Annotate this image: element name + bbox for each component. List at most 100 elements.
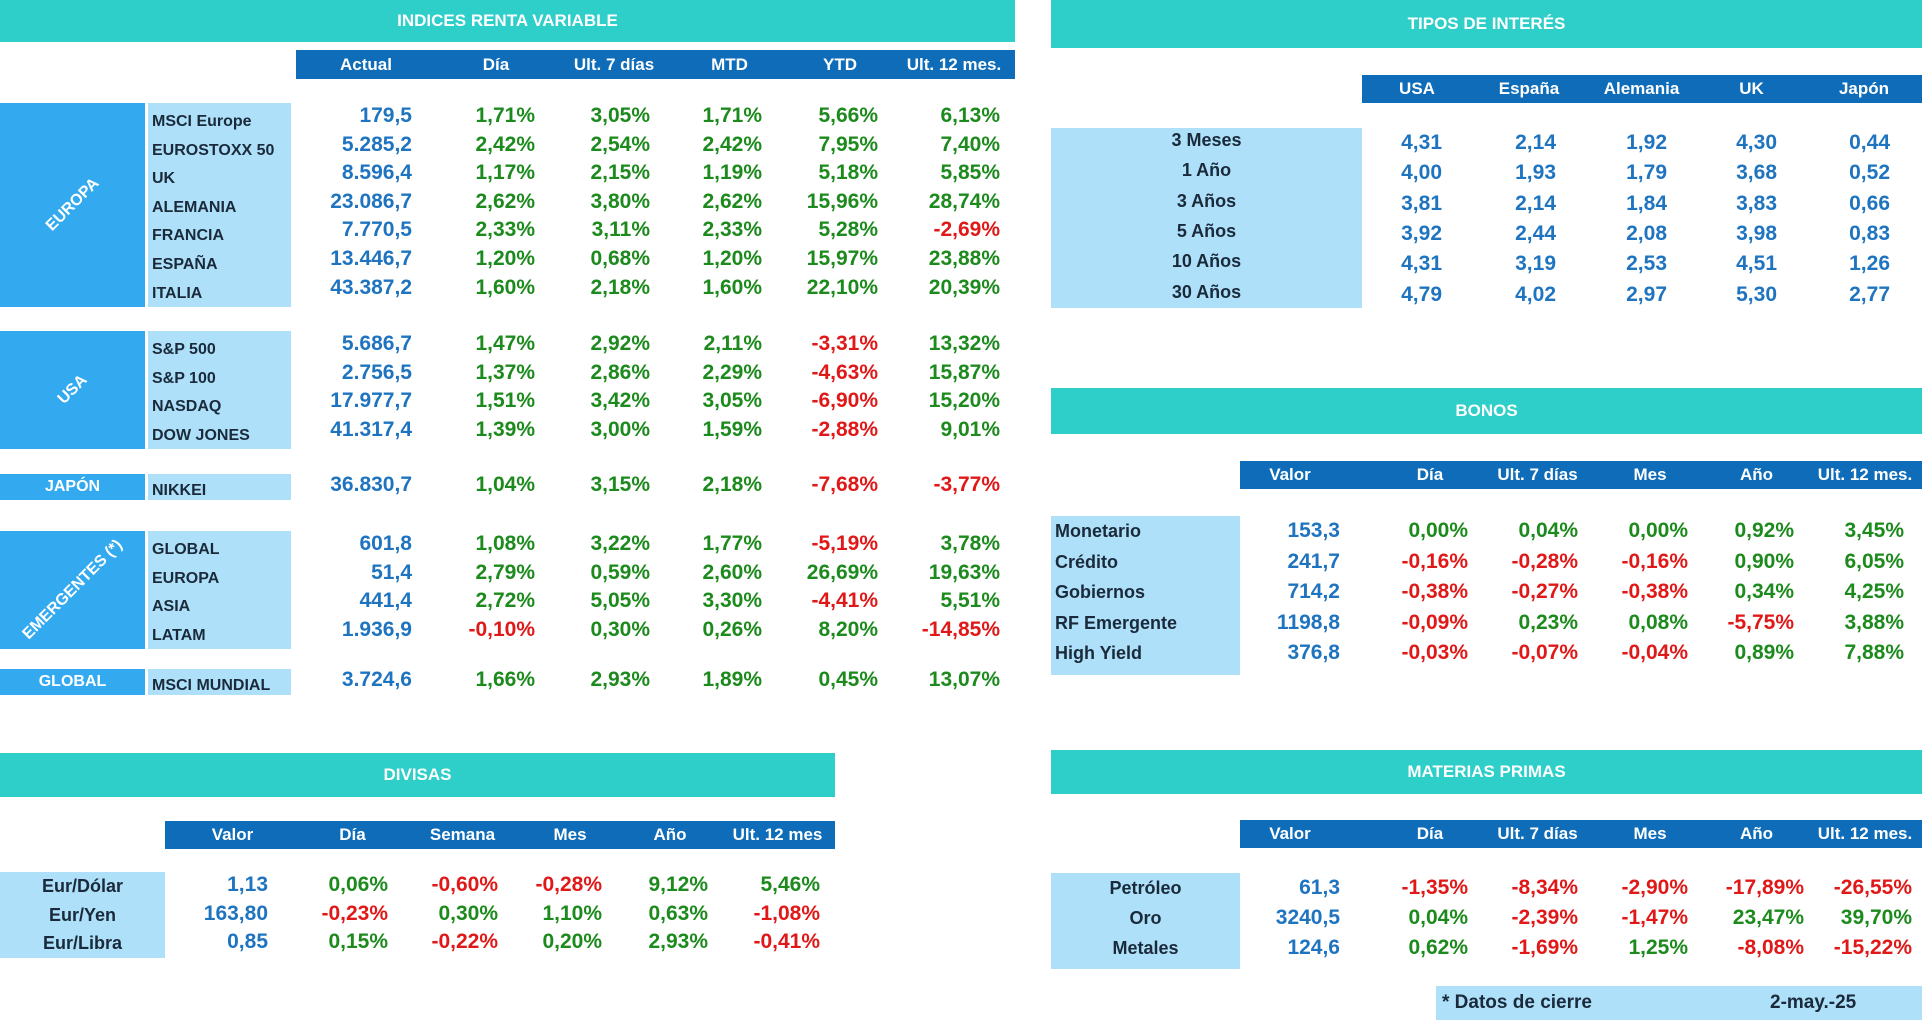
- rates-header-usa: USA: [1399, 79, 1435, 98]
- rates-cell-japon: 2,77: [1849, 282, 1890, 306]
- fx-header-dia: Día: [339, 825, 366, 844]
- rates-cell-japon: 0,66: [1849, 191, 1890, 215]
- equity-row-name: S&P 100: [152, 369, 216, 387]
- fx-row-name: Eur/Dólar: [41, 876, 124, 896]
- equity-row-name: ASIA: [152, 598, 191, 616]
- rates-cell-alemania: 1,92: [1626, 131, 1667, 154]
- equity-cell-ult-7-dias: 2,92%: [590, 332, 650, 355]
- commodities-title: MATERIAS PRIMAS: [1051, 750, 1922, 794]
- equity-cell-actual: 5.285,2: [341, 132, 412, 156]
- bonds-title: BONOS: [1051, 388, 1922, 434]
- bonds-cell-ano: -5,75%: [1727, 610, 1794, 634]
- equity-cell-ult-12-mes: 28,74%: [928, 189, 1000, 213]
- commodities-cell-valor: 124,6: [1287, 936, 1340, 959]
- fx-cell-semana: -0,60%: [431, 873, 498, 896]
- group-label-japon: JAPÓN: [44, 478, 101, 495]
- bonds-row-name: RF Emergente: [1055, 612, 1178, 633]
- bonds-label-box: [1051, 516, 1240, 675]
- equity-cell-ytd: -7,68%: [811, 473, 878, 496]
- rates-cell-uk: 4,30: [1736, 131, 1777, 154]
- equity-row-name: EUROPA: [152, 569, 220, 587]
- equity-cell-ult-7-dias: 3,15%: [590, 473, 650, 496]
- fx-cell-dia: 0,06%: [328, 873, 388, 896]
- fx-row-name: Eur/Libra: [42, 933, 122, 953]
- equity-cell-actual: 441,4: [359, 589, 412, 613]
- equity-cell-actual: 41.317,4: [330, 417, 412, 441]
- rates-cell-alemania: 1,79: [1626, 161, 1667, 185]
- group-label-emergentes: EMERGENTES (*): [18, 536, 126, 643]
- bonds-cell-mes: 0,00%: [1628, 519, 1688, 542]
- equity-cell-mtd: 2,29%: [702, 360, 762, 384]
- equity-cell-mtd: 2,33%: [702, 218, 762, 242]
- rates-cell-uk: 3,98: [1736, 221, 1777, 245]
- commodities-row-name: Petróleo: [1109, 878, 1182, 898]
- equity-cell-ult-12-mes: -2,69%: [933, 218, 1000, 242]
- commodities-header-ano: Año: [1739, 824, 1774, 843]
- rates-title: TIPOS DE INTERÉS: [1051, 0, 1922, 48]
- bonds-cell-ano: 0,92%: [1734, 519, 1794, 542]
- commodities-cell-ult-12-mes: -15,22%: [1833, 936, 1912, 959]
- equity-cell-ult-12-mes: 9,01%: [940, 417, 1000, 441]
- fx-header-valor: Valor: [211, 825, 254, 844]
- equity-cell-dia: 1,39%: [475, 417, 535, 441]
- rates-row-name: 30 Años: [1171, 281, 1242, 302]
- bonds-cell-valor: 714,2: [1287, 580, 1340, 603]
- rates-row-name: 5 Años: [1176, 220, 1237, 241]
- equity-cell-dia: 1,47%: [475, 332, 535, 355]
- rates-header-bar: [1362, 75, 1922, 103]
- equity-row-name: ITALIA: [152, 284, 203, 302]
- rates-cell-japon: 0,52: [1849, 161, 1890, 185]
- equity-cell-ult-7-dias: 3,22%: [590, 532, 650, 555]
- equity-cell-actual: 7.770,5: [341, 218, 412, 242]
- equity-cell-ult-7-dias: 2,15%: [590, 161, 650, 185]
- commodities-cell-ano: -8,08%: [1737, 936, 1804, 959]
- equity-cell-mtd: 2,11%: [703, 332, 762, 355]
- bonds-cell-mes: -0,38%: [1621, 580, 1688, 603]
- group-label-usa: USA: [54, 371, 91, 408]
- equity-cell-mtd: 2,42%: [702, 132, 762, 156]
- equity-cell-ult-7-dias: 5,05%: [590, 589, 650, 613]
- group-label-global: GLOBAL: [38, 673, 107, 690]
- fx-title: DIVISAS: [0, 753, 835, 797]
- equity-cell-ult-12-mes: -3,77%: [933, 473, 1000, 496]
- equity-cell-ult-12-mes: 19,63%: [928, 560, 1000, 584]
- equity-cell-dia: 1,17%: [475, 161, 535, 185]
- commodities-cell-valor: 61,3: [1299, 876, 1340, 899]
- bonds-header-ult-7-dias: Ult. 7 días: [1497, 465, 1578, 484]
- bonds-header-ult-12-mes: Ult. 12 mes.: [1817, 465, 1913, 484]
- equity-cell-mtd: 2,60%: [702, 560, 762, 584]
- rates-cell-japon: 1,26: [1849, 252, 1890, 276]
- bonds-cell-ult-7-dias: -0,27%: [1511, 580, 1578, 603]
- equity-cell-ult-7-dias: 2,54%: [590, 132, 650, 156]
- equity-header-ult-12-mes: Ult. 12 mes.: [906, 54, 1002, 74]
- equity-cell-mtd: 0,26%: [702, 617, 762, 641]
- commodities-cell-ano: -17,89%: [1725, 876, 1804, 899]
- group-names-usa: [148, 331, 291, 449]
- bonds-cell-valor: 241,7: [1287, 549, 1340, 573]
- equity-cell-ytd: -5,19%: [811, 532, 878, 555]
- equity-cell-ult-12-mes: 6,13%: [940, 104, 1000, 127]
- equity-cell-ytd: 7,95%: [818, 132, 878, 156]
- equity-header-mtd: MTD: [711, 54, 748, 74]
- rates-cell-usa: 4,31: [1401, 252, 1442, 276]
- equity-cell-dia: 2,62%: [475, 189, 535, 213]
- equity-cell-dia: 1,71%: [475, 104, 535, 127]
- commodities-cell-valor: 3240,5: [1275, 906, 1340, 929]
- rates-cell-japon: 0,44: [1849, 131, 1890, 154]
- bonds-cell-valor: 1198,8: [1276, 610, 1340, 634]
- equity-cell-actual: 1.936,9: [341, 617, 412, 641]
- fx-cell-valor: 1,13: [227, 873, 268, 896]
- rates-cell-japon: 0,83: [1849, 221, 1890, 245]
- commodities-cell-mes: -1,47%: [1621, 906, 1688, 929]
- equity-cell-mtd: 1,19%: [702, 161, 762, 185]
- equity-cell-ult-12-mes: 5,51%: [940, 589, 1000, 613]
- equity-cell-actual: 43.387,2: [330, 275, 412, 299]
- footer-note: * Datos de cierre: [1442, 992, 1592, 1013]
- group-japon: JAPÓN: [0, 474, 145, 500]
- equity-header-dia: Día: [482, 54, 510, 74]
- group-usa: USA: [0, 331, 145, 449]
- equity-cell-mtd: 2,18%: [702, 473, 762, 496]
- group-names-europa: [148, 103, 291, 307]
- commodities-cell-ano: 23,47%: [1732, 906, 1804, 929]
- rates-cell-espana: 4,02: [1515, 282, 1556, 306]
